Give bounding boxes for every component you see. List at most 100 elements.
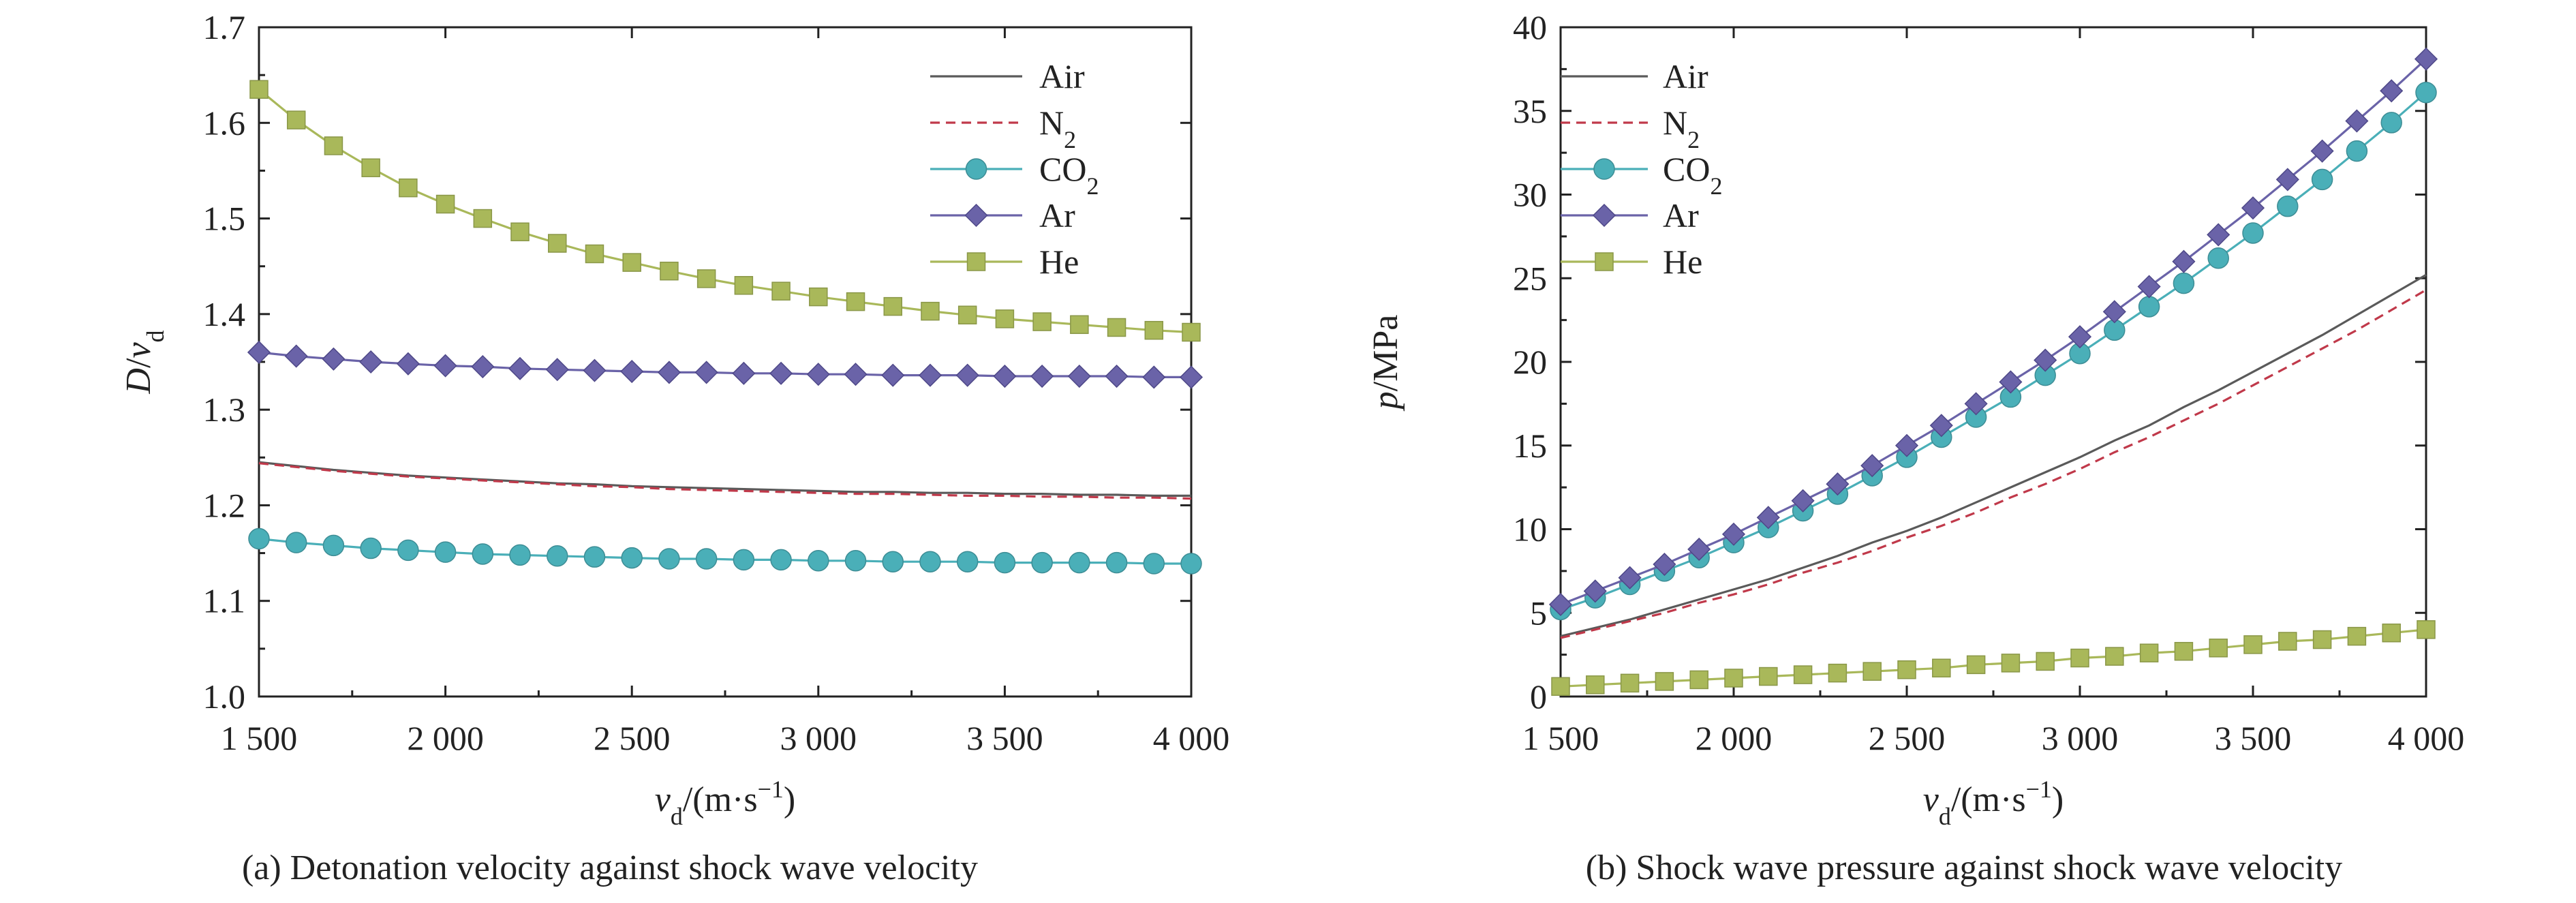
data-point	[1966, 655, 1986, 675]
legend-label: CO2	[1663, 150, 1722, 200]
data-point	[322, 534, 345, 557]
data-point	[1107, 318, 1126, 337]
data-point	[2241, 196, 2265, 220]
y-tick-label: 1.5	[203, 200, 246, 238]
data-point	[2277, 195, 2299, 217]
data-point	[2138, 296, 2160, 318]
data-point	[1179, 365, 1203, 389]
data-point	[846, 292, 865, 311]
data-point	[510, 222, 530, 241]
series-air	[258, 461, 1191, 498]
x-axis-title: vd/(m·s−1)	[655, 776, 796, 830]
data-point	[1793, 665, 1813, 684]
data-point	[2382, 623, 2401, 643]
chart-a-detonation-velocity: 1 500 2 000 2 500 3 000 3 500 4 000 1.0 1.1 1.2 1…	[119, 8, 1229, 887]
data-point	[883, 296, 902, 316]
legend-label: Ar	[1039, 196, 1075, 234]
data-point	[918, 363, 942, 387]
data-point	[2209, 639, 2228, 658]
data-point	[1143, 553, 1165, 575]
y-tick-label: 15	[1513, 427, 1547, 465]
data-point	[1655, 672, 1674, 691]
y-tick-label: 40	[1513, 8, 1547, 46]
data-point	[2172, 249, 2196, 273]
data-point	[2207, 223, 2230, 247]
data-point	[585, 244, 604, 264]
data-point	[622, 253, 641, 272]
data-point	[1724, 669, 1743, 688]
data-point	[808, 550, 829, 572]
data-point	[548, 234, 567, 253]
y-tick-label: 20	[1513, 343, 1547, 381]
data-point	[2415, 81, 2437, 104]
x-tick-label: 3 500	[2215, 719, 2292, 757]
series-co2	[248, 527, 1202, 575]
data-point	[2347, 626, 2367, 646]
data-point	[956, 551, 979, 572]
data-point	[694, 361, 718, 384]
data-point	[882, 551, 904, 572]
legend-label: Air	[1039, 57, 1085, 95]
legend-marker	[964, 203, 988, 228]
legend-item: N2	[1561, 104, 1700, 153]
legend-label: N2	[1663, 104, 1700, 153]
data-point	[844, 550, 867, 572]
data-point	[734, 276, 754, 295]
data-point	[1828, 663, 1847, 683]
series-he	[1551, 620, 2436, 697]
data-point	[1180, 553, 1202, 575]
y-tick-label: 1.0	[203, 677, 246, 716]
legend-label: He	[1039, 243, 1079, 281]
legend-item: N2	[930, 104, 1076, 153]
data-point	[1182, 322, 1201, 342]
data-point	[1069, 551, 1090, 574]
data-point	[1030, 364, 1054, 388]
y-tick-label: 1.6	[203, 104, 246, 142]
data-point	[2380, 112, 2402, 134]
legend-marker	[966, 252, 986, 271]
data-point	[1653, 552, 1676, 577]
data-point	[1586, 675, 1605, 694]
data-point	[547, 545, 568, 567]
data-point	[583, 358, 607, 382]
data-point	[2380, 79, 2404, 103]
data-point	[696, 269, 716, 288]
data-point	[1759, 667, 1778, 686]
data-point	[771, 281, 791, 301]
data-point	[769, 361, 793, 385]
data-point	[955, 363, 979, 387]
data-point	[1031, 551, 1053, 574]
legend-label: Air	[1663, 57, 1708, 95]
data-point	[957, 305, 977, 325]
data-point	[2173, 272, 2195, 294]
data-point	[247, 340, 271, 365]
y-tick-label: 25	[1513, 259, 1547, 297]
data-point	[770, 549, 792, 571]
y-tick-label: 1.1	[203, 582, 246, 620]
data-point	[1551, 677, 1570, 697]
data-point	[360, 537, 382, 560]
data-point	[508, 356, 532, 380]
x-axis-title: vd/(m·s−1)	[1923, 776, 2064, 830]
x-tick-label: 1 500	[221, 719, 298, 757]
data-point	[509, 544, 531, 566]
data-point	[545, 358, 569, 382]
data-point	[1144, 320, 1164, 340]
data-point	[361, 158, 380, 177]
series-ar	[247, 340, 1203, 389]
data-point	[2310, 139, 2334, 163]
data-point	[1964, 392, 1988, 416]
legend-item: He	[930, 243, 1079, 281]
data-point	[621, 547, 643, 569]
data-point	[919, 551, 941, 572]
x-tick-label: 3 000	[780, 719, 857, 757]
data-point	[881, 363, 905, 387]
data-point	[1142, 365, 1166, 389]
data-point	[844, 363, 868, 386]
y-tick-label: 5	[1530, 594, 1547, 632]
data-point	[2001, 654, 2021, 673]
x-tick-label: 4 000	[1153, 719, 1230, 757]
data-point	[2174, 641, 2194, 661]
y-tick-label: 1.4	[203, 295, 246, 333]
